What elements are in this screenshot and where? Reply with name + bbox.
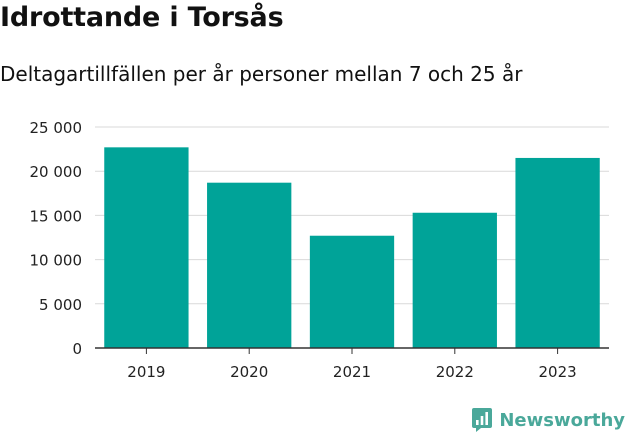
x-tick-label: 2019 [127, 363, 165, 381]
x-tick-label: 2022 [436, 363, 474, 381]
bar-2021 [309, 235, 395, 348]
y-tick-label: 10 000 [30, 252, 83, 270]
x-tick-label: 2020 [230, 363, 268, 381]
newsworthy-brand[interactable]: Newsworthy [471, 407, 625, 433]
y-tick-label: 20 000 [30, 163, 83, 181]
y-tick-label: 15 000 [30, 207, 83, 225]
y-tick-label: 5 000 [39, 296, 82, 314]
x-tick-label: 2023 [539, 363, 577, 381]
bar-2020 [207, 182, 292, 348]
chart-title: Idrottande i Torsås [0, 2, 284, 33]
brand-name: Newsworthy [499, 409, 625, 431]
bar-2019 [104, 147, 189, 348]
bar-2022 [412, 212, 497, 348]
newsworthy-logo-icon [472, 408, 493, 432]
y-tick-label: 0 [72, 340, 82, 358]
x-tick-label: 2021 [333, 363, 371, 381]
chart-subtitle: Deltagartillfällen per år personer mella… [0, 62, 523, 86]
y-tick-label: 25 000 [30, 119, 83, 137]
bars [104, 147, 600, 348]
bar-2023 [515, 157, 600, 348]
bar-chart: 0 5 000 10 000 15 000 20 000 25 000 2019 2020 20… [30, 119, 609, 381]
axes: 0 5 000 10 000 15 000 20 000 25 000 2019 2020 20… [30, 119, 609, 381]
